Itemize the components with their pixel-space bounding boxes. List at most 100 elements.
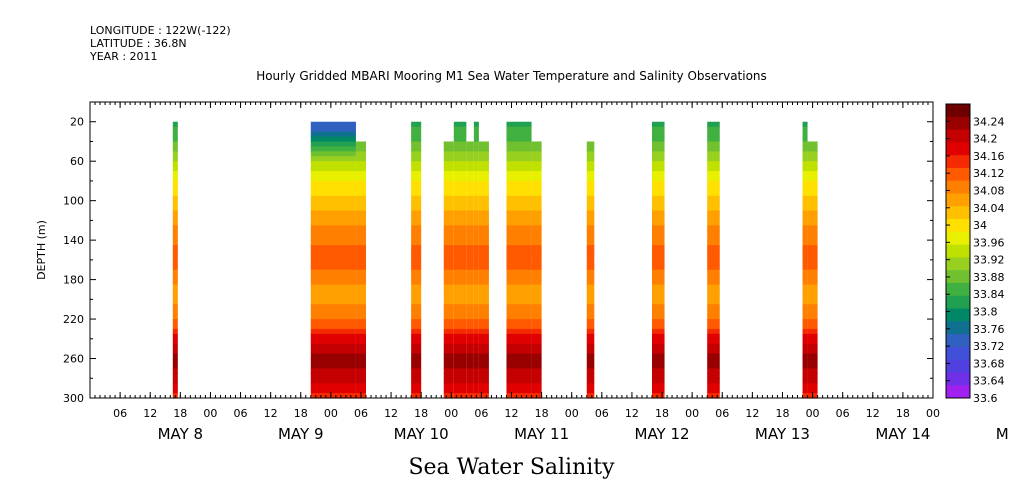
data-cell	[478, 230, 489, 236]
data-cell	[172, 388, 178, 394]
data-cell	[506, 373, 532, 379]
data-cell	[473, 319, 479, 325]
data-cell	[478, 146, 489, 152]
data-cell	[310, 279, 356, 286]
data-cell	[172, 363, 178, 369]
data-cell	[310, 274, 356, 281]
data-block	[802, 121, 808, 399]
data-cell	[466, 368, 474, 374]
data-cell	[531, 289, 542, 295]
y-tick-label: 140	[63, 234, 84, 247]
x-day-label: MAY 12	[635, 425, 690, 443]
data-cell	[586, 348, 595, 355]
data-cell	[802, 368, 808, 374]
data-cell	[473, 215, 479, 221]
data-cell	[473, 180, 479, 187]
data-cell	[802, 131, 808, 138]
data-cell	[586, 259, 595, 266]
data-cell	[355, 215, 366, 221]
data-cell	[443, 230, 454, 236]
data-cell	[453, 309, 467, 315]
data-cell	[478, 333, 489, 340]
data-cell	[807, 141, 818, 147]
data-cell	[443, 294, 454, 300]
data-cell	[802, 304, 808, 310]
data-cell	[586, 358, 595, 365]
data-cell	[506, 393, 532, 399]
data-cell	[707, 393, 720, 399]
data-cell	[453, 195, 467, 202]
data-cell	[310, 166, 356, 172]
data-cell	[172, 195, 178, 202]
data-cell	[707, 225, 720, 231]
data-cell	[807, 368, 818, 374]
data-cell	[586, 383, 595, 389]
data-cell	[807, 328, 818, 335]
data-cell	[411, 294, 422, 300]
data-cell	[807, 259, 818, 266]
data-cell	[411, 141, 422, 147]
data-cell	[466, 363, 474, 369]
data-cell	[443, 180, 454, 187]
data-cell	[586, 245, 595, 251]
colorbar-label: 34.04	[973, 202, 1005, 215]
data-cell	[473, 388, 479, 394]
data-cell	[707, 289, 720, 295]
data-cell	[466, 180, 474, 187]
data-cell	[172, 180, 178, 187]
data-cell	[807, 309, 818, 315]
data-cell	[473, 304, 479, 310]
x-tick-label: 00	[685, 407, 699, 420]
data-cell	[707, 215, 720, 221]
data-cell	[411, 388, 422, 394]
data-cell	[473, 368, 479, 374]
data-cell	[531, 363, 542, 369]
data-cell	[506, 378, 532, 384]
data-cell	[453, 176, 467, 182]
x-tick-label: 18	[775, 407, 789, 420]
data-cell	[172, 333, 178, 340]
data-cell	[707, 363, 720, 369]
data-cell	[707, 368, 720, 374]
data-cell	[443, 250, 454, 256]
data-cell	[531, 353, 542, 360]
data-cell	[586, 338, 595, 345]
data-cell	[355, 343, 366, 350]
data-cell	[807, 319, 818, 325]
data-cell	[531, 304, 542, 310]
data-cell	[531, 240, 542, 246]
data-cell	[443, 353, 454, 360]
data-cell	[478, 383, 489, 389]
data-cell	[707, 220, 720, 226]
data-cell	[531, 373, 542, 379]
data-cell	[443, 328, 454, 335]
data-cell	[478, 393, 489, 399]
data-cell	[707, 250, 720, 256]
x-tick-label: 18	[414, 407, 428, 420]
colorbar-label: 34.16	[973, 150, 1005, 163]
data-cell	[586, 215, 595, 221]
data-cell	[172, 185, 178, 192]
data-cell	[443, 220, 454, 226]
data-cell	[807, 215, 818, 221]
data-cell	[531, 314, 542, 320]
data-cell	[453, 180, 467, 187]
data-cell	[473, 235, 479, 241]
data-cell	[586, 195, 595, 202]
data-cell	[506, 235, 532, 241]
data-cell	[807, 373, 818, 379]
data-cell	[355, 200, 366, 207]
data-cell	[802, 151, 808, 157]
data-cell	[411, 146, 422, 152]
data-cell	[473, 146, 479, 152]
data-cell	[355, 171, 366, 177]
data-cell	[531, 343, 542, 350]
data-cell	[652, 294, 665, 300]
data-cell	[411, 279, 422, 286]
x-tick-label: 12	[384, 407, 398, 420]
data-cell	[531, 190, 542, 197]
data-cell	[586, 146, 595, 152]
data-cell	[478, 245, 489, 251]
data-cell	[473, 121, 479, 128]
data-cell	[506, 245, 532, 251]
